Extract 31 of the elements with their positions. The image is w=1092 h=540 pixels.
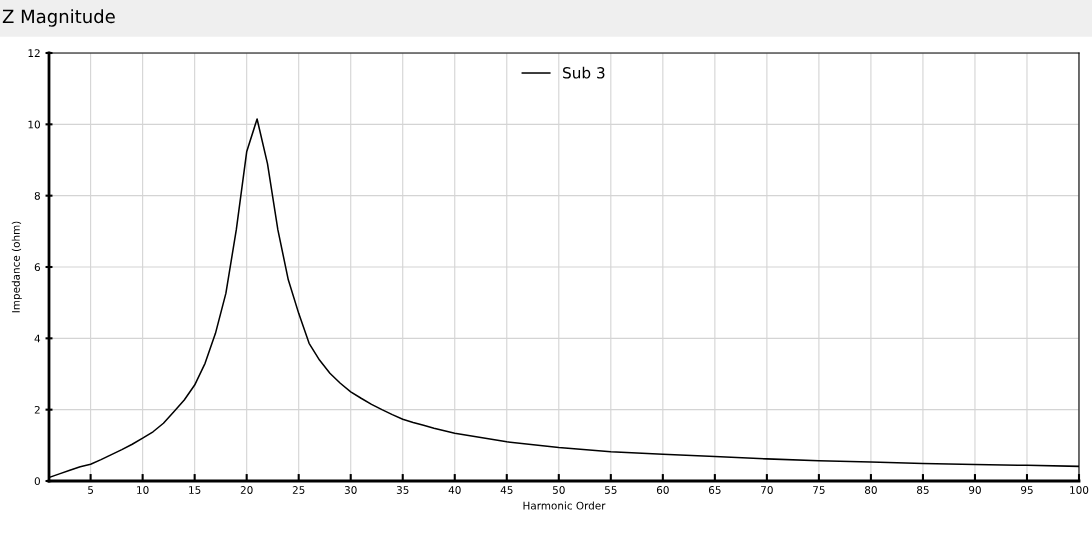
legend-label: Sub 3	[563, 66, 605, 79]
y-tick-label: 0	[34, 477, 40, 486]
x-tick-label: 55	[604, 486, 617, 494]
y-tick-label: 8	[34, 191, 40, 200]
x-tick-label: 70	[761, 486, 773, 494]
x-axis-title: Harmonic Order	[523, 501, 606, 510]
x-tick-label: 35	[396, 486, 409, 494]
x-tick-label: 5	[88, 486, 94, 494]
x-tick-label: 90	[968, 486, 981, 494]
x-tick-label: 45	[500, 486, 513, 494]
y-tick-label: 4	[34, 334, 41, 343]
y-tick-label: 6	[34, 263, 41, 272]
x-tick-label: 60	[656, 486, 669, 494]
x-tick-label: 80	[865, 486, 877, 494]
x-tick-label: 85	[917, 486, 929, 494]
y-tick-label: 12	[28, 49, 40, 57]
y-axis-title: Impedance (ohm)	[11, 221, 22, 313]
x-tick-label: 30	[344, 486, 357, 494]
x-tick-label: 40	[448, 486, 461, 494]
x-tick-label: 15	[189, 486, 201, 494]
x-tick-label: 100	[1070, 486, 1089, 494]
x-tick-label: 95	[1021, 486, 1033, 494]
x-tick-label: 75	[813, 486, 825, 494]
x-tick-label: 10	[137, 486, 149, 494]
chart-title: Z Magnitude	[2, 9, 115, 27]
x-tick-label: 25	[292, 486, 305, 494]
x-tick-label: 20	[240, 486, 253, 494]
y-tick-label: 10	[28, 120, 40, 129]
x-tick-label: 65	[708, 486, 721, 494]
y-tick-label: 2	[34, 405, 40, 414]
x-tick-label: 50	[552, 486, 565, 494]
